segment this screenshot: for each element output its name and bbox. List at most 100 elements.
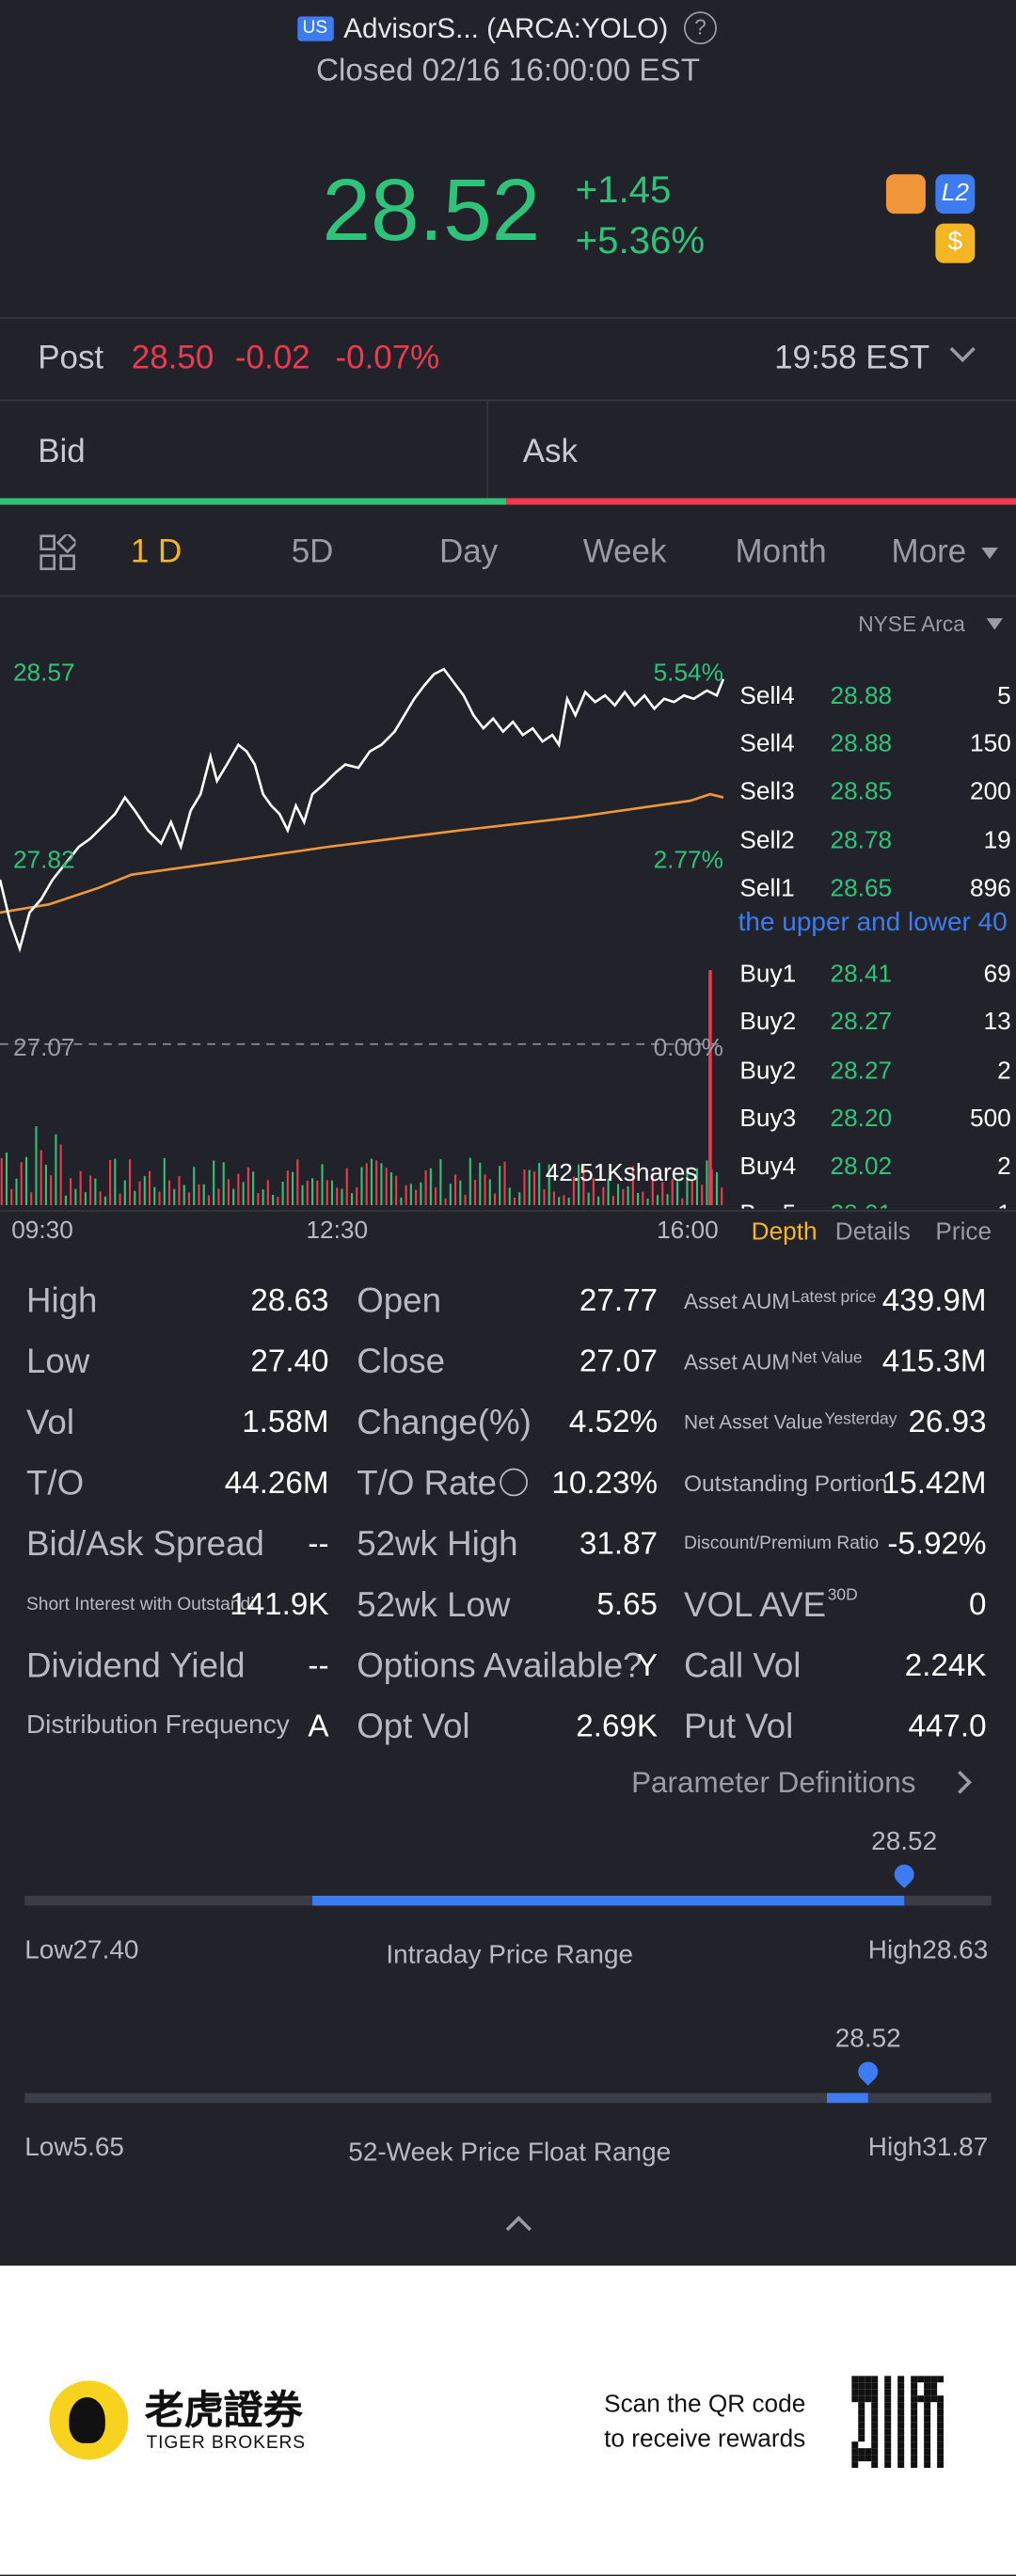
book-tab[interactable]: Depth bbox=[751, 1217, 818, 1247]
icon-dollar[interactable]: $ bbox=[935, 223, 976, 263]
book-tab[interactable]: Price bbox=[935, 1217, 992, 1247]
qr-cell bbox=[871, 2422, 879, 2429]
stat-value: 5.65 bbox=[596, 1588, 659, 1623]
qr-cell bbox=[884, 2455, 892, 2462]
order-book: Sell4 28.88 5 Sell4 28.88 150 Sell3 28.85 200 Sel… bbox=[735, 635, 1016, 1209]
qr-cell bbox=[937, 2409, 945, 2416]
qr-cell bbox=[911, 2448, 918, 2456]
tab[interactable]: Week bbox=[582, 533, 667, 571]
stat-label: T/O Rate bbox=[357, 1464, 498, 1503]
qr-cell bbox=[858, 2402, 865, 2409]
tab[interactable]: Month bbox=[735, 533, 827, 571]
qr-cell bbox=[884, 2441, 892, 2449]
qr-cell bbox=[937, 2395, 945, 2403]
stat-value: -- bbox=[308, 1648, 329, 1684]
stat-label: Vol bbox=[25, 1403, 74, 1441]
icon-orange[interactable] bbox=[885, 174, 926, 215]
book-price: 28.65 bbox=[830, 874, 893, 903]
qr-cell bbox=[884, 2382, 892, 2390]
link-chevron[interactable] bbox=[948, 1771, 972, 1794]
range-fill bbox=[827, 2092, 868, 2104]
exchange[interactable]: NYSE Arca bbox=[858, 612, 965, 637]
help-icon[interactable]: ? bbox=[683, 11, 717, 45]
qr-code[interactable] bbox=[851, 2376, 945, 2469]
tab[interactable]: 1 D bbox=[130, 533, 183, 571]
qr-cell bbox=[937, 2461, 945, 2469]
book-tab[interactable]: Details bbox=[834, 1217, 911, 1247]
stat-value: 27.40 bbox=[250, 1344, 329, 1380]
qr-cell bbox=[937, 2435, 945, 2442]
stat-label: Put Vol bbox=[683, 1707, 794, 1746]
collapse-chevron[interactable] bbox=[505, 2216, 532, 2242]
parameter-link[interactable]: Parameter Definitions bbox=[631, 1765, 916, 1799]
qr-cell bbox=[884, 2461, 892, 2469]
tab[interactable]: Day bbox=[438, 533, 499, 571]
qr-cell bbox=[871, 2461, 879, 2469]
stat-value: 2.69K bbox=[576, 1709, 659, 1745]
qr-cell bbox=[924, 2382, 931, 2390]
footer bbox=[0, 2266, 1016, 2575]
stat-label: Close bbox=[357, 1342, 446, 1381]
stat-label: High bbox=[25, 1281, 98, 1320]
qr-cell bbox=[911, 2402, 918, 2409]
qr-cell bbox=[911, 2415, 918, 2423]
qr-cell bbox=[871, 2395, 879, 2403]
book-side: Sell3 bbox=[739, 778, 795, 806]
qr-cell bbox=[937, 2376, 945, 2383]
stock-name[interactable]: AdvisorS... (ARCA:YOLO) bbox=[343, 12, 669, 45]
info-icon[interactable] bbox=[500, 1468, 528, 1497]
qr-cell bbox=[924, 2409, 931, 2416]
qr-cell bbox=[884, 2389, 892, 2396]
range-marker bbox=[853, 2058, 882, 2086]
stat-label: 52wk High bbox=[357, 1524, 518, 1564]
stat-label: Distribution Frequency bbox=[25, 1711, 290, 1740]
range-high: High31.87 bbox=[867, 2134, 989, 2163]
qr-cell bbox=[871, 2435, 879, 2442]
qr-cell bbox=[884, 2402, 892, 2409]
qr-cell bbox=[871, 2441, 879, 2449]
range-high: High28.63 bbox=[867, 1936, 989, 1965]
qr-cell bbox=[911, 2382, 918, 2390]
post-chevron[interactable] bbox=[949, 336, 976, 362]
stat-label: Asset AUM Latest price bbox=[683, 1288, 877, 1313]
tab[interactable]: More bbox=[891, 533, 967, 571]
qr-cell bbox=[924, 2395, 931, 2403]
qr-cell bbox=[897, 2415, 905, 2423]
us-badge bbox=[297, 16, 334, 41]
qr-cell bbox=[917, 2376, 925, 2383]
stat-label: 52wk Low bbox=[357, 1585, 511, 1624]
icon-l2[interactable]: L2 bbox=[935, 174, 976, 215]
divider bbox=[0, 1210, 1016, 1212]
stat-label: Call Vol bbox=[683, 1646, 802, 1685]
book-side: Sell4 bbox=[739, 730, 795, 758]
qr-cell bbox=[871, 2409, 879, 2416]
post-label: Post bbox=[38, 340, 104, 377]
qr-cell bbox=[937, 2455, 945, 2462]
qr-cell bbox=[924, 2441, 931, 2449]
more-caret[interactable] bbox=[981, 547, 998, 560]
qr-cell bbox=[937, 2402, 945, 2409]
range-low: Low5.65 bbox=[24, 2134, 124, 2163]
stat-value: 0 bbox=[969, 1588, 987, 1623]
qr-cell bbox=[930, 2382, 938, 2390]
book-size: 500 bbox=[970, 1105, 1011, 1133]
cta-line: to receive rewards bbox=[604, 2425, 806, 2454]
qr-cell bbox=[851, 2382, 859, 2390]
qr-cell bbox=[858, 2382, 865, 2390]
qr-cell bbox=[911, 2441, 918, 2449]
grid-icon[interactable] bbox=[40, 533, 76, 570]
qr-cell bbox=[897, 2409, 905, 2416]
qr-cell bbox=[897, 2428, 905, 2436]
stat-value: A bbox=[308, 1709, 329, 1745]
qr-cell bbox=[924, 2402, 931, 2409]
qr-cell bbox=[897, 2376, 905, 2383]
qr-cell bbox=[897, 2389, 905, 2396]
range-title: 52-Week Price Float Range bbox=[348, 2139, 672, 2168]
stat-label: T/O bbox=[25, 1464, 85, 1503]
divider bbox=[0, 317, 1016, 320]
stat-value: 2.24K bbox=[904, 1648, 987, 1684]
book-size: 1 bbox=[997, 1202, 1011, 1209]
exchange-caret[interactable] bbox=[986, 618, 1004, 630]
tab[interactable]: 5D bbox=[291, 533, 334, 571]
